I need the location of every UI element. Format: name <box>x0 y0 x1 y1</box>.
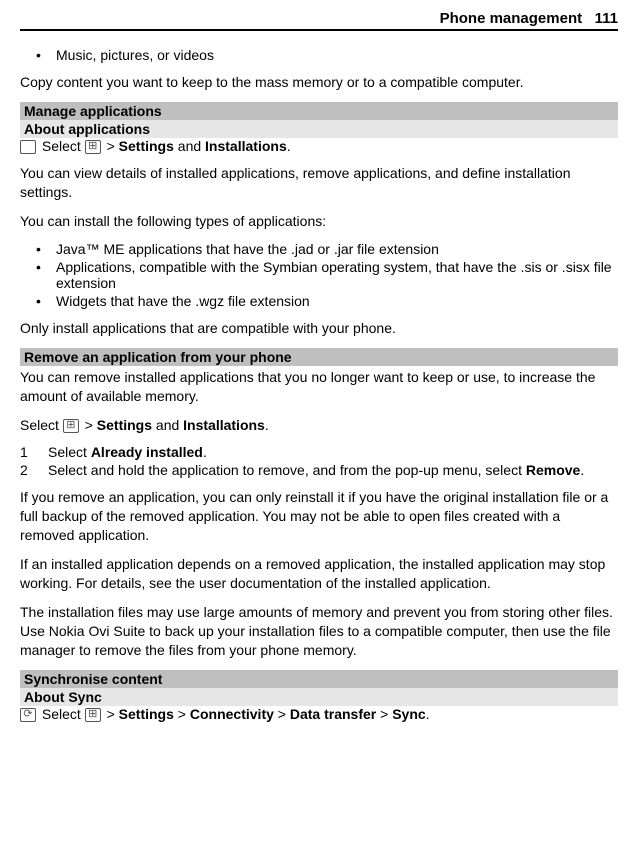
remove-p4: The installation files may use large amo… <box>20 603 618 660</box>
step2-b: Remove <box>526 462 580 478</box>
remove-p1: You can remove installed applications th… <box>20 368 618 406</box>
nav-settings: Settings <box>97 417 152 433</box>
step1-b: Already installed <box>91 444 203 460</box>
remove-p3: If an installed application depends on a… <box>20 555 618 593</box>
manage-b1: Java™ ME applications that have the .jad… <box>56 241 439 257</box>
bullet-icon: • <box>36 241 56 257</box>
header-title: Phone management <box>440 10 583 27</box>
page-header: Phone management 111 <box>20 10 618 31</box>
step1-a: Select <box>48 444 91 460</box>
manage-p2: You can install the following types of a… <box>20 212 618 231</box>
nav-and: and <box>156 417 183 433</box>
nav-install: Installations <box>183 417 265 433</box>
menu-grid-icon <box>85 708 101 722</box>
remove-p2: If you remove an application, you can on… <box>20 488 618 545</box>
nav-settings: Settings <box>119 706 174 722</box>
nav-prefix: Select <box>42 138 85 154</box>
nav-sep: > <box>107 706 119 722</box>
manage-b3: Widgets that have the .wgz file extensio… <box>56 293 310 309</box>
remove-app-heading: Remove an application from your phone <box>20 348 618 366</box>
step-1: 1 Select Already installed. <box>20 444 618 460</box>
menu-grid-icon <box>63 419 79 433</box>
step-number: 2 <box>20 462 48 478</box>
bullet-icon: • <box>36 293 56 309</box>
sync-heading: Synchronise content <box>20 670 618 688</box>
manage-apps-heading: Manage applications <box>20 102 618 120</box>
intro-bullet: • Music, pictures, or videos <box>36 47 618 63</box>
intro-bullet-text: Music, pictures, or videos <box>56 47 214 63</box>
page-number: 111 <box>595 10 618 27</box>
nav-prefix: Select <box>42 706 85 722</box>
step2-a: Select and hold the application to remov… <box>48 462 526 478</box>
about-sync-heading: About Sync <box>20 688 618 706</box>
nav-sep: > <box>178 706 190 722</box>
about-apps-heading: About applications <box>20 120 618 138</box>
manage-nav-line: Select > Settings and Installations. <box>20 138 618 154</box>
folder-icon <box>20 140 36 154</box>
bullet-icon: • <box>36 47 56 63</box>
menu-grid-icon <box>85 140 101 154</box>
nav-and: and <box>178 138 205 154</box>
sync-icon <box>20 708 36 722</box>
nav-settings: Settings <box>119 138 174 154</box>
intro-copy: Copy content you want to keep to the mas… <box>20 73 618 92</box>
remove-nav-line: Select > Settings and Installations. <box>20 416 618 435</box>
nav-sync: Sync <box>392 706 425 722</box>
nav-install: Installations <box>205 138 287 154</box>
sync-nav-line: Select > Settings > Connectivity > Data … <box>20 706 618 722</box>
step-2: 2 Select and hold the application to rem… <box>20 462 618 478</box>
nav-sep: > <box>85 417 97 433</box>
manage-p1: You can view details of installed applic… <box>20 164 618 202</box>
nav-sep: > <box>278 706 290 722</box>
nav-sep: > <box>380 706 392 722</box>
manage-p3: Only install applications that are compa… <box>20 319 618 338</box>
manage-b2: Applications, compatible with the Symbia… <box>56 259 618 291</box>
nav-sep: > <box>107 138 119 154</box>
nav-data-transfer: Data transfer <box>290 706 376 722</box>
bullet-icon: • <box>36 259 56 275</box>
nav-connectivity: Connectivity <box>190 706 274 722</box>
step-number: 1 <box>20 444 48 460</box>
nav-prefix: Select <box>20 417 63 433</box>
